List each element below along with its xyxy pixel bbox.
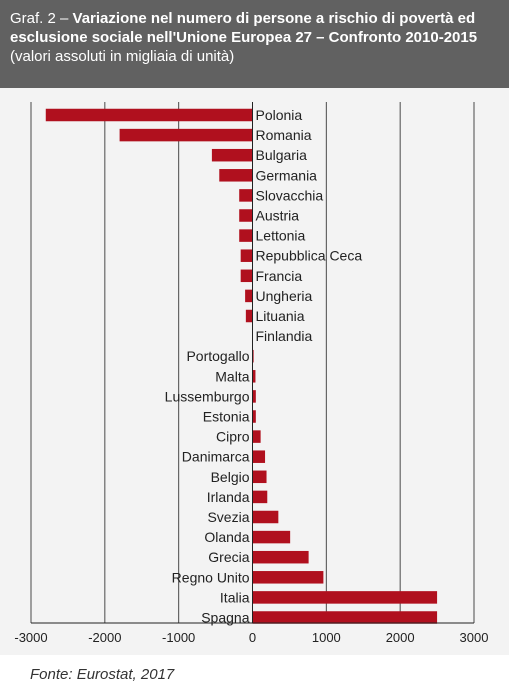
bar-chart: Polonia Romania Bulgaria Germania Slovacchia… [14,102,489,645]
chart-subtitle: (valori assoluti in migliaia di unità) [10,48,235,65]
bar [252,410,256,423]
x-tick-label: -2000 [88,630,121,645]
bar [219,169,253,182]
category-label: Polonia [256,107,303,123]
category-label: Bulgaria [256,147,308,163]
category-label: Cipro [216,429,250,445]
bar [252,591,438,604]
category-label: Regno Unito [172,569,250,585]
bar [252,450,266,463]
category-label: Svezia [207,509,249,525]
bar [211,148,253,162]
bar [252,370,256,383]
bar [252,349,254,363]
category-label: Germania [256,167,318,183]
title-text: Variazione nel numero di persone a risch… [10,10,478,46]
x-tick-label: -3000 [14,630,47,645]
x-tick-label: 3000 [460,630,489,645]
bar [252,490,268,504]
category-label: Portogallo [186,348,249,364]
x-tick-label: 1000 [312,630,341,645]
category-label: Repubblica Ceca [256,248,363,264]
bar [239,229,253,242]
bar [239,209,253,222]
category-label: Olanda [204,529,249,545]
bar [252,550,309,564]
category-label: Austria [256,208,300,224]
bar [119,128,253,142]
x-tick-label: 0 [249,630,256,645]
category-label: Romania [256,127,312,143]
bar [45,108,253,122]
chart-title: Graf. 2 – Variazione nel numero di perso… [10,9,499,47]
title-prefix: Graf. 2 – [10,10,73,27]
category-label: Francia [256,268,303,284]
category-label: Slovacchia [256,187,324,203]
bar [252,571,324,584]
category-label: Malta [215,368,249,384]
x-tick-label: -1000 [162,630,195,645]
category-label: Grecia [208,549,249,565]
category-label: Lettonia [256,228,306,244]
category-label: Belgio [211,469,250,485]
category-label: Lituania [256,308,305,324]
category-label: Irlanda [207,489,250,505]
bar [240,249,253,262]
x-tick-label: 2000 [386,630,415,645]
category-label: Danimarca [182,449,250,465]
category-label: Estonia [203,409,250,425]
bar [239,189,253,202]
bar [245,289,253,303]
bar [252,470,267,484]
chart-header: Graf. 2 – Variazione nel numero di perso… [0,0,509,88]
category-label: Spagna [201,610,249,626]
source-note: Fonte: Eurostat, 2017 [30,666,175,683]
bar [252,390,256,403]
bar [240,269,253,283]
category-label: Finlandia [256,328,313,344]
bar [252,530,291,544]
bar [252,430,261,443]
bar [252,510,279,524]
bar [245,309,253,323]
bar [252,611,438,624]
category-label: Italia [220,589,250,605]
category-label: Ungheria [256,288,313,304]
category-label: Lussemburgo [165,388,250,404]
